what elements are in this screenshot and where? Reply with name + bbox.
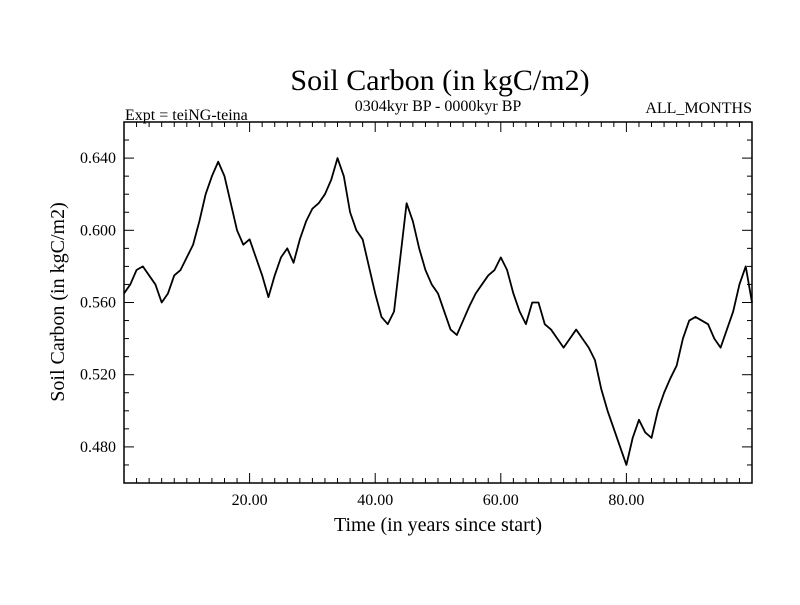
x-axis-label: Time (in years since start) [334,514,542,536]
x-tick-label: 40.00 [357,492,393,509]
y-tick-label: 0.520 [80,367,116,384]
chart-subtitle-center: 0304kyr BP - 0000kyr BP [355,98,522,115]
x-tick-label: 80.00 [608,492,644,509]
y-tick-label: 0.560 [80,295,116,312]
series-line-soil-carbon [123,157,753,466]
axis-ticks [124,122,752,483]
plot-frame [123,121,753,484]
x-tick-label: 20.00 [232,492,268,509]
y-tick-label: 0.640 [80,150,116,167]
x-tick-label: 60.00 [483,492,519,509]
axis-tick-labels: 20.00 40.00 60.00 80.00 0.480 0.520 0.560 0.600… [80,150,644,509]
chart-subtitle-left: Expt = teiNG-teina [125,107,248,124]
y-axis-label: Soil Carbon (in kgC/m2) [47,202,69,401]
chart-title: Soil Carbon (in kgC/m2) [290,64,589,97]
chart-subtitle-right: ALL_MONTHS [645,100,752,117]
y-tick-label: 0.600 [80,222,116,239]
y-tick-label: 0.480 [80,439,116,456]
